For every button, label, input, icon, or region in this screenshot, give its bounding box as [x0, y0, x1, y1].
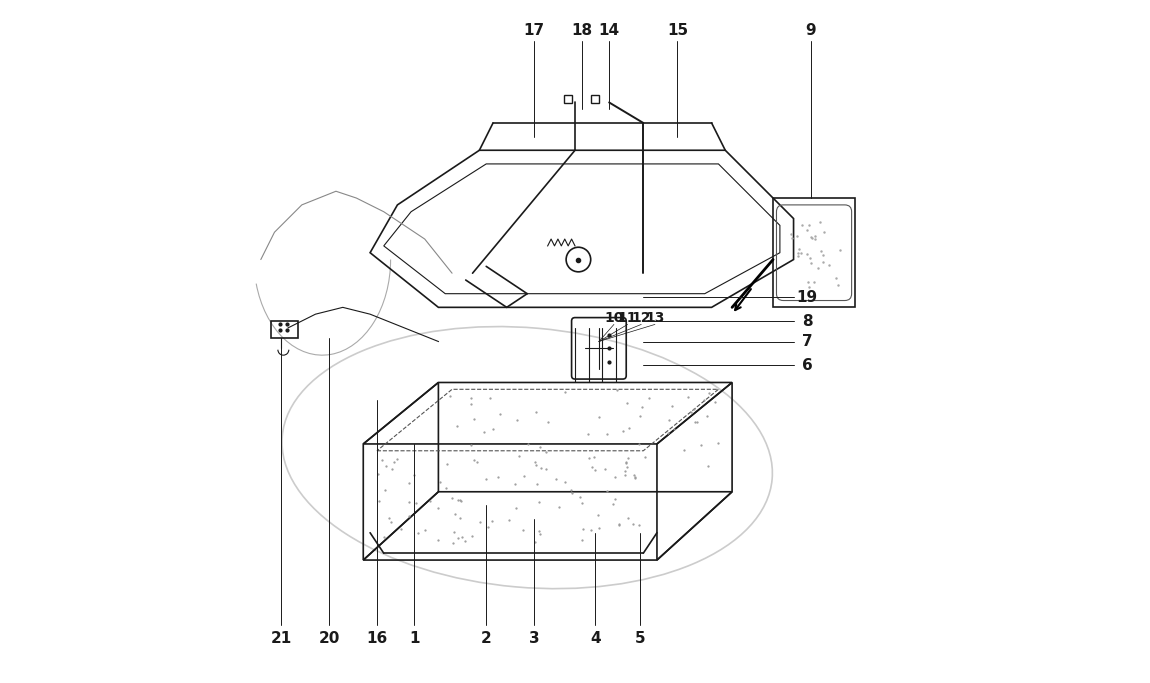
Text: 18: 18: [572, 23, 592, 38]
Text: 1: 1: [409, 631, 420, 646]
Text: 12: 12: [631, 311, 651, 324]
Bar: [271, 321, 298, 338]
Text: 15: 15: [667, 23, 688, 38]
Text: 11: 11: [618, 311, 637, 324]
Text: 21: 21: [270, 631, 292, 646]
Text: 7: 7: [802, 334, 813, 349]
Text: 13: 13: [645, 311, 665, 324]
Text: 14: 14: [599, 23, 620, 38]
Text: 5: 5: [635, 631, 645, 646]
Text: 10: 10: [604, 311, 623, 324]
Text: 9: 9: [805, 23, 816, 38]
Text: 2: 2: [481, 631, 491, 646]
Text: 6: 6: [802, 358, 813, 373]
Text: 16: 16: [367, 631, 388, 646]
Text: 4: 4: [590, 631, 600, 646]
Text: 8: 8: [802, 313, 813, 329]
Text: 17: 17: [523, 23, 545, 38]
Bar: [773, 198, 856, 307]
Text: 3: 3: [529, 631, 539, 646]
Text: 20: 20: [319, 631, 339, 646]
Text: 19: 19: [797, 290, 818, 305]
